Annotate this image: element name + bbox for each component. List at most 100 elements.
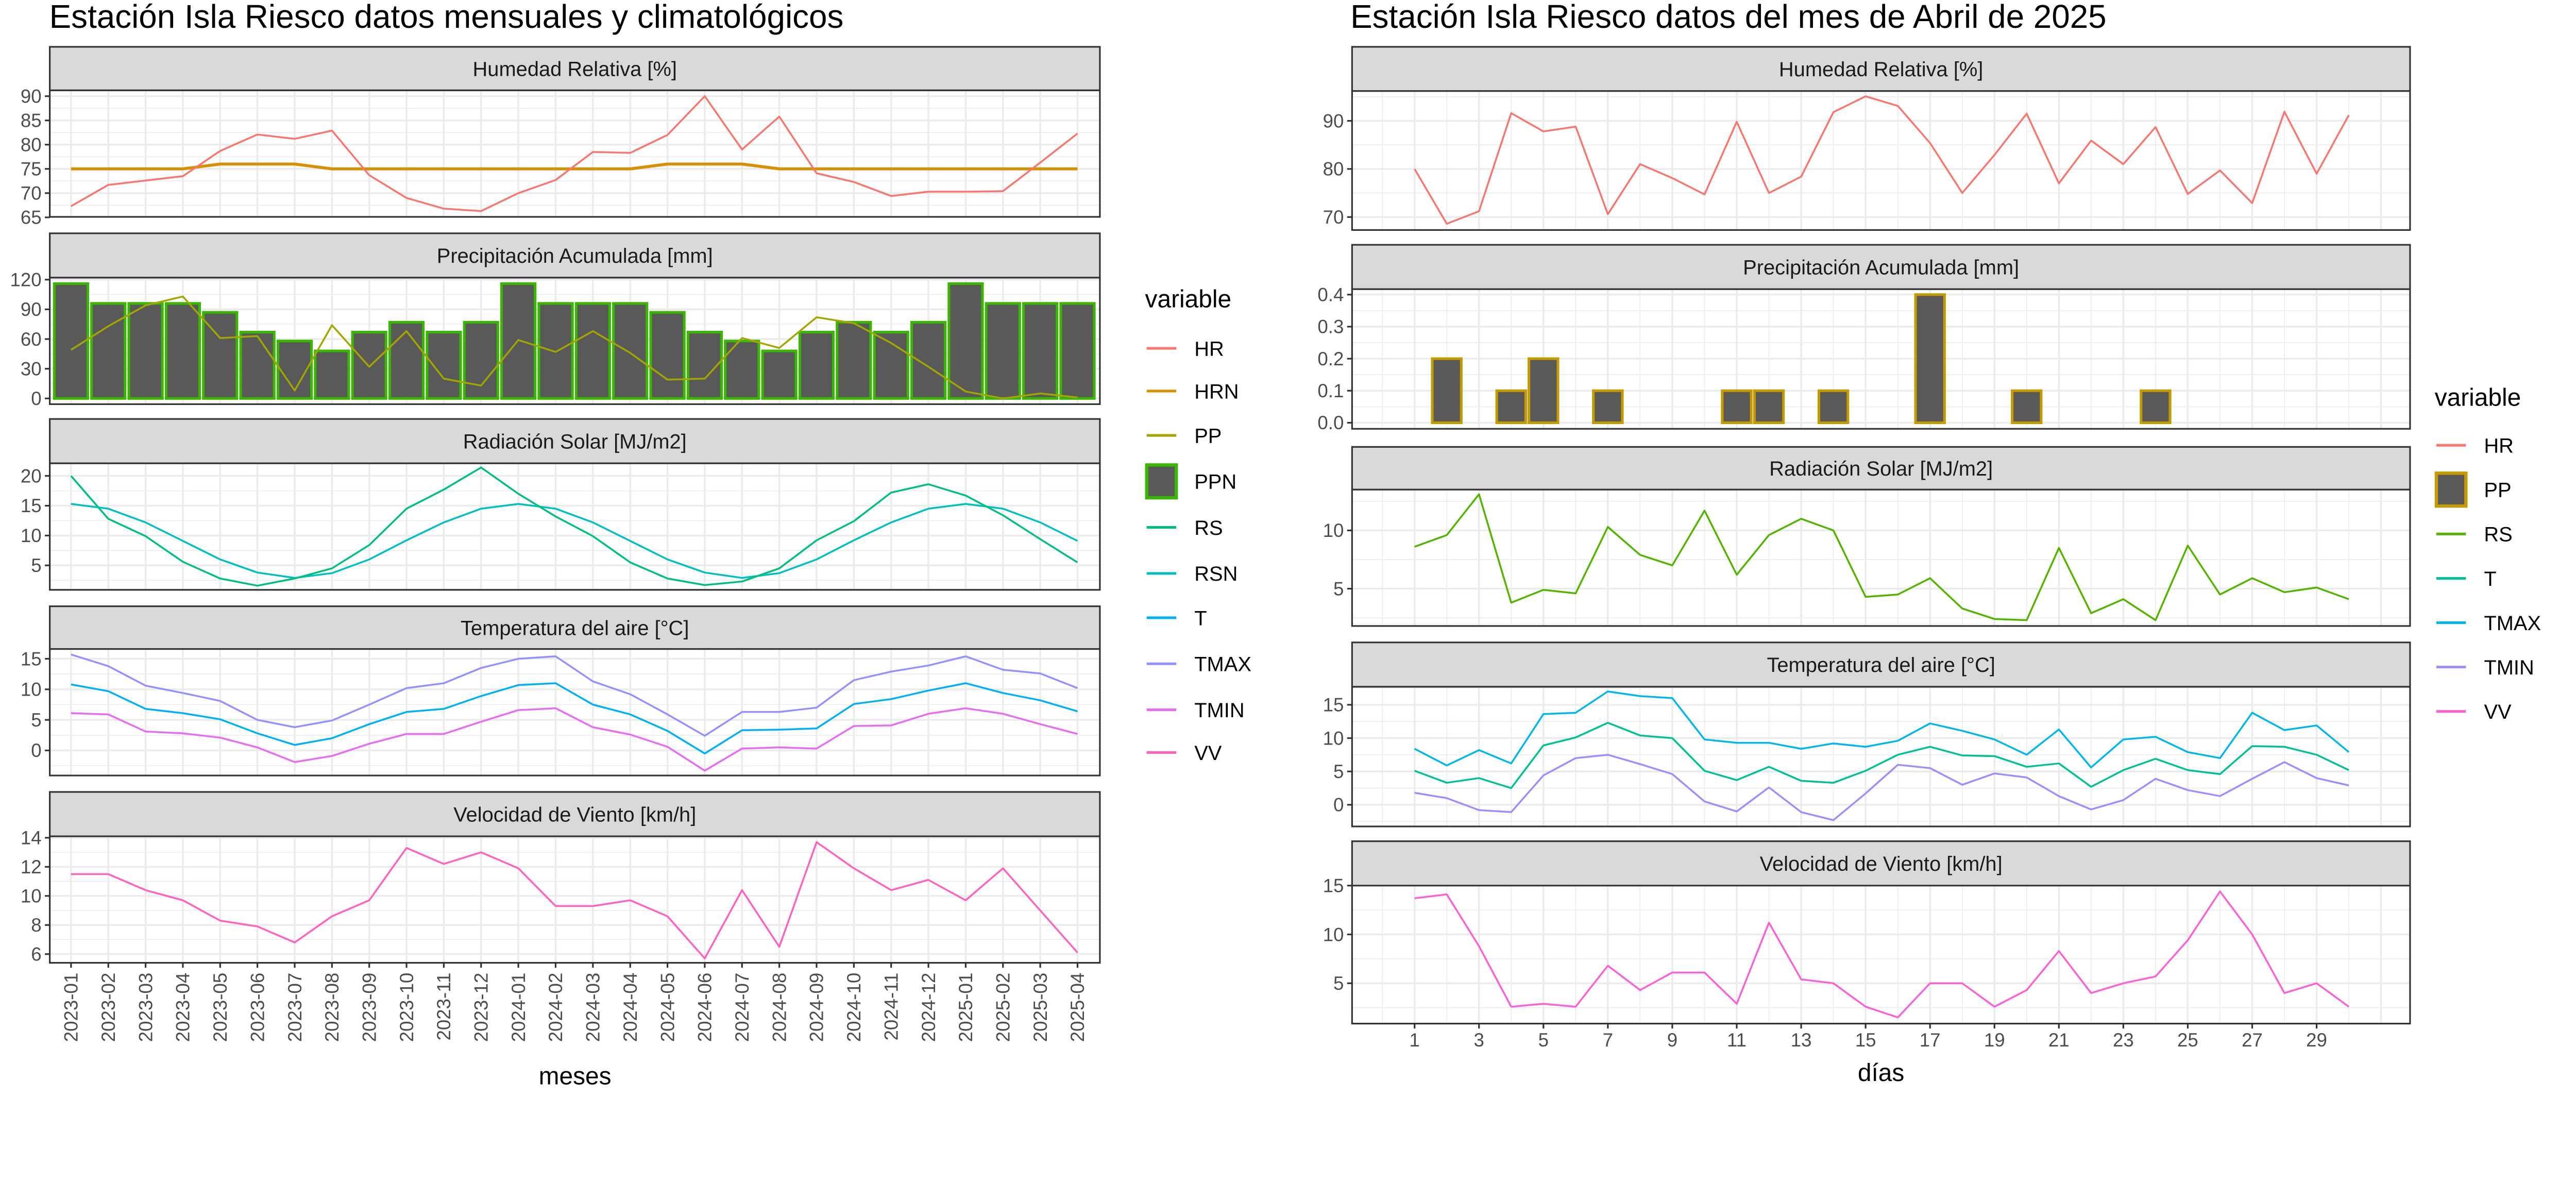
legend: variable HR HRN PP PPN RS RSN T TMAX TMIN VV bbox=[1145, 285, 1251, 765]
panel-strip bbox=[49, 605, 1101, 650]
legend-item-ppn: PPN bbox=[1145, 463, 1236, 500]
y-tick-label: 80 bbox=[21, 134, 42, 156]
legend-item-hrn: HRN bbox=[1146, 380, 1239, 403]
panel-strip-label: Velocidad de Viento [km/h] bbox=[1760, 853, 2003, 875]
x-tick-label: 13 bbox=[1791, 1029, 1812, 1051]
panel-strip-label: Humedad Relativa [%] bbox=[473, 58, 677, 80]
y-tick-label: 90 bbox=[21, 299, 42, 320]
legend-label: HR bbox=[2484, 435, 2514, 458]
bar-ppn bbox=[314, 349, 350, 400]
panel-strip-label: Precipitación Acumulada [mm] bbox=[1743, 257, 2019, 279]
x-axis-title: meses bbox=[539, 1063, 612, 1089]
y-tick-label: 60 bbox=[21, 329, 42, 350]
bar-pp bbox=[2140, 389, 2172, 425]
y-tick-label: 8 bbox=[31, 915, 41, 936]
bar-ppn bbox=[1022, 302, 1059, 400]
bar-pp bbox=[1592, 389, 1624, 425]
x-tick-label: 2023-05 bbox=[210, 973, 231, 1042]
bar-ppn bbox=[798, 331, 835, 400]
y-tick-label: 5 bbox=[1333, 578, 1344, 599]
legend-item-vv: VV bbox=[2436, 701, 2512, 723]
y-tick-label: 6 bbox=[31, 943, 41, 965]
bar-ppn bbox=[686, 331, 723, 400]
y-tick-label: 90 bbox=[1323, 110, 1344, 131]
legend-item-tmin: TMIN bbox=[1146, 699, 1245, 722]
line-vv bbox=[1414, 890, 2350, 1019]
x-tick-label: 2024-04 bbox=[620, 973, 641, 1042]
y-tick-label: 0.0 bbox=[1317, 412, 1344, 433]
y-tick-label: 0 bbox=[31, 740, 41, 761]
plot-background bbox=[49, 836, 1100, 963]
legend-label: VV bbox=[2484, 701, 2512, 723]
y-tick-label: 90 bbox=[21, 86, 42, 107]
panel-strip bbox=[1351, 46, 2411, 92]
x-tick-label: 11 bbox=[1727, 1029, 1747, 1051]
x-tick-label: 2023-09 bbox=[359, 973, 380, 1042]
bar-ppn bbox=[164, 302, 201, 400]
panel-border bbox=[1351, 90, 2411, 231]
panel-strip bbox=[1351, 446, 2411, 491]
legend-label: HR bbox=[1194, 337, 1224, 360]
y-tick-label: 10 bbox=[21, 679, 42, 700]
y-tick-label: 5 bbox=[1333, 761, 1344, 782]
x-tick-label: 2023-07 bbox=[284, 973, 306, 1042]
bar-pp bbox=[1495, 389, 1527, 425]
plot-background bbox=[49, 90, 1100, 217]
chart-title: Estación Isla Riesco datos del mes de Ab… bbox=[1350, 0, 2106, 35]
line-hr bbox=[1414, 95, 2350, 225]
chart-title: Estación Isla Riesco datos mensuales y c… bbox=[49, 0, 844, 35]
legend-item-tmin: TMIN bbox=[2436, 656, 2534, 679]
bar-ppn bbox=[649, 311, 686, 400]
panel-radiacio-n-solar-mj-m2: Radiación Solar [MJ/m2] 5 10 15 20 bbox=[21, 418, 1101, 591]
panel-border bbox=[1351, 686, 2411, 828]
legend-item-rs: RS bbox=[2436, 523, 2513, 546]
y-tick-label: 85 bbox=[21, 110, 42, 131]
x-tick-label: 15 bbox=[1855, 1029, 1876, 1051]
line-hr bbox=[70, 95, 1078, 212]
line-t bbox=[1414, 722, 2349, 789]
panel-humedad-relativa: Humedad Relativa [%] 70 80 90 bbox=[1323, 46, 2411, 231]
legend-label: RS bbox=[2484, 523, 2512, 546]
x-tick-label: 2024-02 bbox=[545, 973, 566, 1042]
legend-item-pp: PP bbox=[1146, 425, 1222, 447]
y-tick-label: 0.4 bbox=[1317, 284, 1344, 306]
bar-ppn bbox=[426, 331, 462, 400]
legend-label: TMIN bbox=[1194, 699, 1244, 722]
panel-strip-label: Precipitación Acumulada [mm] bbox=[437, 245, 713, 267]
x-tick-label: 2024-01 bbox=[508, 973, 529, 1042]
panel-precipitacio-n-acumulada-mm: Precipitación Acumulada [mm] 0.0 0.1 0.2 0.3… bbox=[1317, 244, 2411, 433]
x-tick-label: 2025-02 bbox=[993, 973, 1014, 1042]
bar-pp bbox=[1431, 357, 1463, 425]
x-tick-label: 2023-10 bbox=[396, 973, 417, 1042]
panel-strip-label: Radiación Solar [MJ/m2] bbox=[1769, 458, 1993, 480]
x-tick-label: 17 bbox=[1920, 1029, 1941, 1051]
panel-border bbox=[49, 277, 1101, 406]
y-tick-label: 5 bbox=[31, 710, 41, 731]
bar-ppn bbox=[761, 349, 798, 400]
bar-ppn bbox=[836, 320, 872, 400]
panel-strip-label: Velocidad de Viento [km/h] bbox=[453, 803, 696, 826]
panel-temperatura-del-aire-c: Temperatura del aire [°C] 0 5 10 15 bbox=[1323, 641, 2411, 828]
x-tick-label: 2024-12 bbox=[918, 973, 939, 1042]
y-tick-label: 0.1 bbox=[1317, 380, 1344, 401]
x-tick-label: 2024-10 bbox=[843, 973, 865, 1042]
legend-label: HRN bbox=[1194, 380, 1239, 403]
x-tick-label: 7 bbox=[1603, 1029, 1613, 1051]
line-tmin bbox=[71, 707, 1078, 772]
legend-key-box bbox=[2434, 471, 2468, 508]
bar-ppn bbox=[351, 331, 387, 400]
x-tick-label: 27 bbox=[2242, 1029, 2263, 1051]
line-pp bbox=[70, 295, 1078, 400]
bar-ppn bbox=[127, 302, 164, 400]
y-tick-label: 70 bbox=[21, 183, 42, 204]
y-tick-label: 0 bbox=[1333, 795, 1344, 816]
line-tmin bbox=[1414, 754, 2349, 821]
panel-velocidad-de-viento-km-h: Velocidad de Viento [km/h] 5 10 15 bbox=[1323, 840, 2411, 1025]
bar-pp bbox=[1914, 293, 1946, 425]
legend-label: RSN bbox=[1194, 563, 1238, 585]
line-tmax bbox=[71, 653, 1078, 737]
x-tick-label: 2023-01 bbox=[61, 973, 82, 1042]
x-tick-label: 2023-06 bbox=[247, 973, 268, 1042]
y-tick-label: 5 bbox=[31, 555, 41, 576]
legend-item-pp: PP bbox=[2434, 471, 2512, 508]
